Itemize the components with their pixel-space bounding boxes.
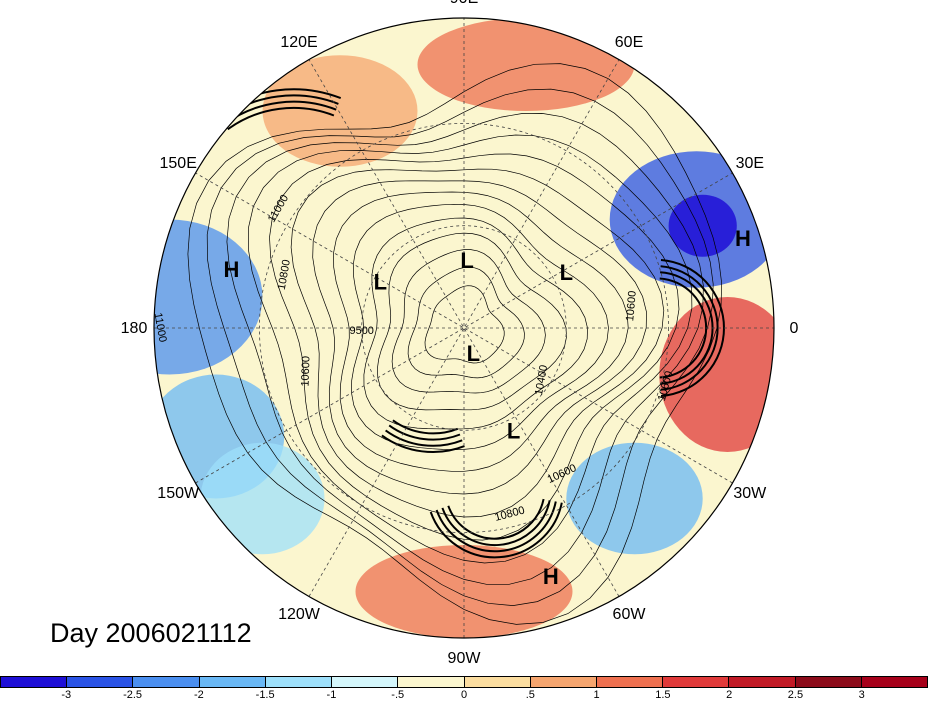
- longitude-label: 150E: [160, 155, 197, 172]
- colorbar-labels: -3 -2.5 -2 -1.5 -1 -.5 0 .5 1 1.5 2 2.5 3: [0, 688, 928, 702]
- longitude-label: 30E: [736, 155, 764, 172]
- colorbar-tick-label: -2: [193, 689, 204, 701]
- jet-isotach: [660, 259, 725, 397]
- jet-isotach: [385, 429, 463, 447]
- jet-isotach: [392, 419, 459, 435]
- colorbar-tick-label: 0: [460, 689, 468, 701]
- anomaly-patch: [659, 297, 774, 452]
- colorbar-swatch: [729, 677, 796, 687]
- colorbar-tick-label: -2.5: [123, 689, 143, 701]
- anomaly-patch: [355, 545, 573, 638]
- colorbar-tick-label: -.5: [391, 689, 405, 701]
- longitude-label: 120E: [280, 34, 317, 51]
- polar-map: 90E 60E 30E 0 30W 60W 90W 120W 150W 180 150E 120E 1…: [121, 0, 799, 667]
- colorbar-tick-label: -1.5: [255, 689, 275, 701]
- contour-label: 10400: [533, 364, 550, 396]
- jet-isotach: [660, 265, 719, 391]
- jet-isotach: [381, 434, 465, 453]
- longitude-label: 150W: [157, 485, 200, 502]
- colorbar-tick-label: 2: [726, 689, 733, 701]
- map-boundary: [153, 17, 775, 639]
- colorbar-tick-label: 1.5: [655, 689, 671, 701]
- contour-label: 9500: [349, 325, 373, 337]
- contour-label: 10600: [299, 356, 312, 387]
- colorbar-swatch: [265, 677, 333, 687]
- colorbar-swatch: [596, 677, 664, 687]
- colorbar-swatch: [199, 677, 266, 687]
- colorbar-swatch: [464, 677, 531, 687]
- anomaly-core: [668, 194, 737, 257]
- longitude-label: 30W: [733, 485, 767, 502]
- low-pressure-label: L: [374, 270, 387, 295]
- colorbar-swatch: [332, 677, 399, 687]
- pressure-system-labels: H H H L L L L L: [224, 226, 751, 589]
- colorbar-tick-label: -1: [326, 689, 337, 701]
- longitude-label: 0: [790, 320, 799, 337]
- latitude-circle: [258, 122, 670, 534]
- colorbar-swatch: [795, 677, 862, 687]
- jet-isotach: [441, 500, 551, 547]
- meridian: [195, 172, 733, 484]
- meridian: [308, 59, 620, 597]
- anomaly-patch: [566, 442, 703, 555]
- contour-label: 10600: [624, 290, 639, 322]
- colorbar-swatch: [398, 677, 465, 687]
- longitude-label: 180: [121, 320, 148, 337]
- meridian: [308, 59, 620, 597]
- low-pressure-label: L: [560, 260, 573, 285]
- colorbar-swatch: [67, 677, 134, 687]
- colorbar-tick-label: 3: [858, 689, 865, 701]
- colorbar-swatch: [663, 677, 730, 687]
- high-pressure-label: H: [543, 564, 559, 589]
- contour-label: 10800: [276, 259, 293, 291]
- jet-isotach: [447, 498, 545, 540]
- colorbar: -3 -2.5 -2 -1.5 -1 -.5 0 .5 1 1.5 2 2.5 3: [0, 676, 928, 702]
- colorbar-swatch: [861, 677, 928, 687]
- high-pressure-label: H: [735, 226, 751, 251]
- colorbar-swatch: [1, 677, 68, 687]
- low-pressure-label: L: [507, 418, 520, 443]
- low-pressure-label: L: [467, 341, 480, 366]
- colorbar-tick-label: .5: [525, 689, 535, 701]
- jet-isotachs: [216, 88, 725, 559]
- day-label: Day 2006021112: [50, 618, 252, 648]
- jet-isotach: [227, 106, 335, 131]
- colorbar-boxes: [0, 676, 928, 688]
- anomaly-patch: [417, 18, 635, 111]
- anomaly-field: [154, 18, 774, 638]
- height-contour: [187, 63, 722, 625]
- longitude-label: 60E: [615, 34, 643, 51]
- low-pressure-label: L: [460, 248, 473, 273]
- contour-label: 11000: [152, 312, 169, 343]
- colorbar-swatch: [530, 677, 597, 687]
- latitude-circle: [361, 225, 567, 431]
- lat-lon-grid: [154, 18, 774, 638]
- meridian: [195, 172, 733, 484]
- height-contour: [248, 134, 693, 564]
- high-pressure-label: H: [224, 257, 240, 282]
- longitude-label: 90E: [450, 0, 478, 7]
- colorbar-swatch: [133, 677, 200, 687]
- jet-isotach: [388, 424, 461, 441]
- longitude-label: 120W: [278, 606, 321, 623]
- jet-isotach: [429, 502, 563, 559]
- anomaly-patch: [200, 442, 325, 555]
- colorbar-tick-label: 1: [593, 689, 600, 701]
- longitude-label: 90W: [448, 650, 482, 667]
- longitude-label: 60W: [613, 606, 647, 623]
- jet-isotach: [435, 501, 557, 553]
- anomaly-patch: [262, 55, 418, 167]
- colorbar-tick-label: 2.5: [787, 689, 804, 701]
- colorbar-tick-label: -3: [61, 689, 72, 701]
- longitude-labels: 90E 60E 30E 0 30W 60W 90W 120W 150W 180 150E 120E: [121, 0, 799, 667]
- anomaly-patch: [154, 219, 263, 375]
